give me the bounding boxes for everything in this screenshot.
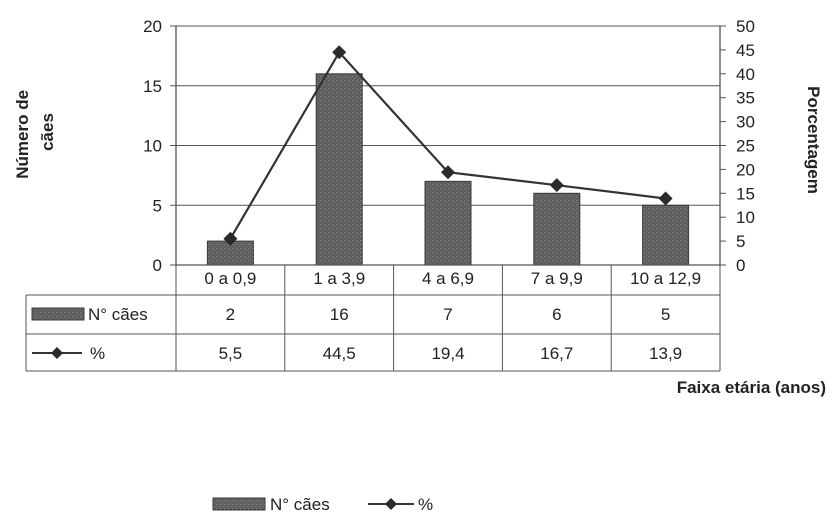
tick-label: 0: [153, 256, 162, 275]
data-label: 44,5: [323, 344, 356, 363]
data-table: 0 a 0,9 2 5,5 1 a 3,9 16 44,5 4 a 6,9 7 19,4 7 a …: [25, 265, 721, 372]
data-label: 13,9: [649, 344, 682, 363]
y-axis-right-label: Porcentagem: [804, 86, 823, 194]
data-label: 19,4: [431, 344, 464, 363]
tick-label: 0: [736, 256, 745, 275]
tick-label: 10: [736, 208, 755, 227]
x-tick-label: 10 a 12,9: [630, 269, 701, 288]
tick-label: 5: [153, 196, 162, 215]
point: [332, 45, 347, 60]
tick-label: 5: [736, 232, 745, 251]
tick-label: 35: [736, 89, 755, 108]
tick-label: 10: [143, 137, 162, 156]
legend-swatch-bar: [212, 497, 266, 511]
point: [223, 231, 238, 246]
y-axis-left-label: Número de cães: [13, 85, 57, 179]
x-tick-label: 1 a 3,9: [313, 269, 365, 288]
legend-marker: [51, 347, 63, 359]
x-tick-label: 0 a 0,9: [204, 269, 256, 288]
tick-label: 15: [143, 77, 162, 96]
tick-label: 40: [736, 65, 755, 84]
tick-label: 45: [736, 41, 755, 60]
tick-label: 15: [736, 184, 755, 203]
data-label: 7: [443, 305, 452, 324]
bar: [533, 192, 581, 266]
data-label: 6: [552, 305, 561, 324]
x-tick-label: 7 a 9,9: [531, 269, 583, 288]
data-label: 2: [226, 305, 235, 324]
bar: [642, 204, 690, 266]
x-tick-label: 4 a 6,9: [422, 269, 474, 288]
right-axis-ticks: 0 5 10 15 20 25 30 35 40 45 50: [720, 17, 755, 275]
data-label: 16,7: [540, 344, 573, 363]
tick-label: 50: [736, 17, 755, 36]
point: [549, 178, 564, 193]
data-label: 5: [661, 305, 670, 324]
bar-series: [206, 73, 690, 266]
x-axis-label: Faixa etária (anos): [677, 378, 826, 397]
point: [658, 191, 673, 206]
point: [441, 165, 455, 180]
tick-label: 30: [736, 113, 755, 132]
left-axis-ticks: 0 5 10 15 20: [143, 17, 176, 275]
legend-entry: N° cães: [270, 495, 330, 514]
legend-marker: [385, 498, 397, 510]
legend-entry: %: [418, 495, 433, 514]
tick-label: 20: [736, 160, 755, 179]
data-label: 5,5: [219, 344, 243, 363]
data-label: 16: [330, 305, 349, 324]
legend: N° cães%: [212, 495, 433, 514]
line-series: [223, 45, 673, 246]
series-label: N° cães: [88, 305, 148, 324]
legend-swatch-bar: [31, 307, 85, 321]
series-label: %: [90, 344, 105, 363]
tick-label: 20: [143, 17, 162, 36]
bar: [424, 180, 472, 266]
bar: [315, 73, 363, 266]
tick-label: 25: [736, 137, 755, 156]
